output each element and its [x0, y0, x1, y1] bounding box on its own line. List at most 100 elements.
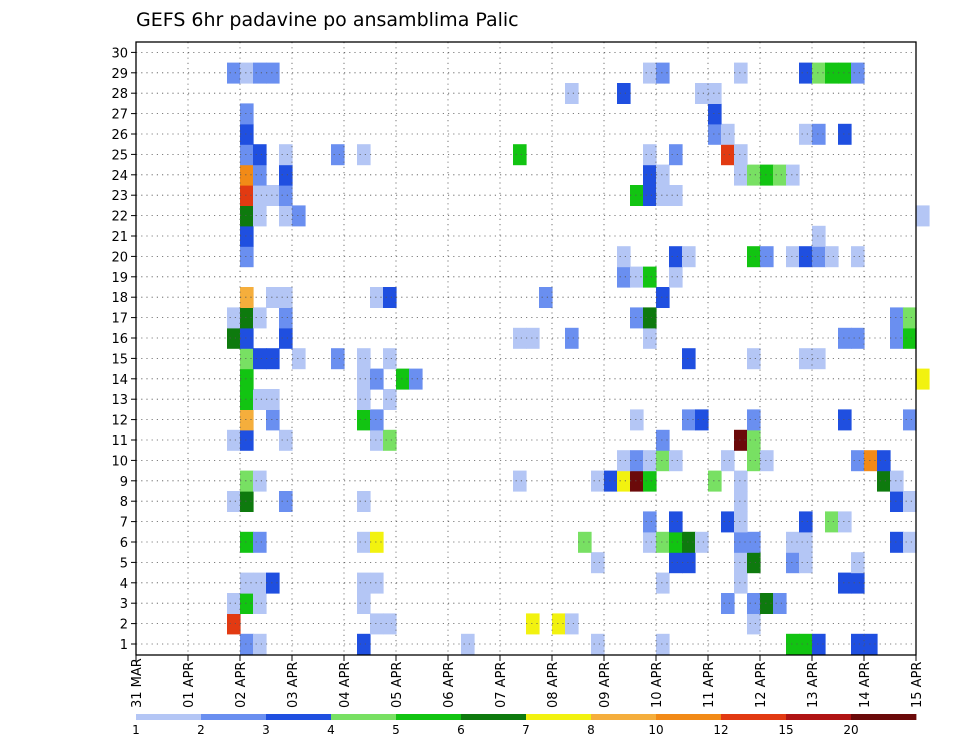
precip-cell: [279, 144, 293, 166]
precip-cell: [669, 144, 683, 166]
legend-swatch: [851, 714, 917, 720]
legend-level-label: 7: [522, 723, 530, 737]
precip-cell: [890, 470, 904, 492]
precip-cell: [669, 552, 683, 574]
x-tick-label: 02 APR: [234, 662, 249, 708]
precip-cell: [227, 429, 241, 451]
y-tick-label: 25: [111, 148, 128, 163]
precip-cell: [513, 327, 527, 349]
y-tick-label: 13: [111, 393, 128, 408]
precip-cell: [695, 409, 709, 431]
precip-cell: [227, 307, 241, 329]
cells-layer: [227, 62, 930, 655]
y-tick-label: 8: [120, 495, 128, 510]
precip-cell: [539, 287, 553, 308]
precip-cell: [734, 62, 748, 84]
precip-cell: [851, 246, 865, 268]
precip-cell: [565, 83, 579, 104]
precip-cell: [669, 266, 683, 288]
precip-cell: [357, 531, 371, 553]
precip-cell: [279, 164, 293, 186]
precip-cell: [890, 491, 904, 512]
precip-cell: [617, 450, 631, 472]
x-tick-label: 10 APR: [650, 662, 665, 708]
precip-cell: [851, 572, 865, 594]
legend-swatch: [526, 714, 592, 720]
precip-cell: [253, 144, 267, 166]
precip-cell: [617, 470, 631, 492]
precip-cell: [825, 511, 839, 533]
precip-cell: [669, 511, 683, 533]
precip-cell: [838, 327, 852, 349]
x-tick-label: 13 APR: [806, 662, 821, 708]
precip-cell: [240, 287, 254, 308]
y-tick-label: 12: [111, 414, 128, 429]
precip-cell: [695, 83, 709, 104]
precip-cell: [331, 348, 345, 370]
legend-level-label: 2: [197, 723, 205, 737]
precip-cell: [591, 633, 605, 655]
precip-cell: [565, 327, 579, 349]
precip-cell: [890, 327, 904, 349]
precip-cell: [240, 389, 254, 410]
precip-cell: [838, 572, 852, 594]
y-tick-label: 1: [120, 638, 128, 653]
x-tick-label: 31 MAR: [130, 658, 145, 708]
precip-cell: [643, 62, 657, 84]
precip-cell: [643, 470, 657, 492]
precip-cell: [591, 552, 605, 574]
precip-cell: [682, 552, 696, 574]
precip-cell: [786, 552, 800, 574]
precip-cell: [838, 123, 852, 145]
y-tick-label: 4: [120, 577, 128, 592]
precip-cell: [617, 266, 631, 288]
precip-cell: [669, 185, 683, 206]
precip-cell: [721, 593, 735, 614]
precip-cell: [903, 327, 917, 349]
x-tick-label: 01 APR: [182, 662, 197, 708]
precip-cell: [552, 613, 566, 635]
precip-cell: [656, 287, 670, 308]
x-tick-label: 06 APR: [442, 662, 457, 708]
precip-cell: [630, 450, 644, 472]
precip-cell: [799, 348, 813, 370]
precip-cell: [799, 531, 813, 553]
y-tick-label: 16: [111, 332, 128, 347]
y-tick-label: 18: [111, 291, 128, 306]
precip-cell: [331, 144, 345, 166]
precip-cell: [617, 83, 631, 104]
precip-cell: [240, 593, 254, 614]
precip-cell: [734, 144, 748, 166]
legend-level-label: 8: [587, 723, 595, 737]
precip-cell: [734, 470, 748, 492]
precip-cell: [357, 593, 371, 614]
precip-cell: [630, 307, 644, 329]
legend-swatch: [721, 714, 787, 720]
precip-cell: [370, 613, 384, 635]
precip-cell: [708, 123, 722, 145]
precip-cell: [786, 164, 800, 186]
precip-cell: [708, 83, 722, 104]
precip-cell: [669, 246, 683, 268]
precip-cell: [227, 491, 241, 512]
precip-cell: [656, 633, 670, 655]
precip-cell: [734, 491, 748, 512]
x-tick-label: 09 APR: [598, 662, 613, 708]
precip-cell: [383, 389, 397, 410]
precip-cell: [643, 266, 657, 288]
precip-cell: [669, 450, 683, 472]
y-tick-label: 9: [120, 475, 128, 490]
precip-cell: [461, 633, 475, 655]
legend-swatch: [591, 714, 657, 720]
precip-cell: [604, 470, 618, 492]
y-tick-label: 15: [111, 352, 128, 367]
legend-level-label: 5: [392, 723, 400, 737]
x-axis: 31 MAR 01 APR 02 APR 03 APR 04 APR 05 APR 06 A…: [130, 655, 925, 708]
precip-cell: [253, 593, 267, 614]
precip-cell: [799, 633, 813, 655]
precip-cell: [734, 511, 748, 533]
precip-cell: [851, 327, 865, 349]
precip-cell: [292, 205, 306, 227]
legend-level-label: 3: [262, 723, 270, 737]
precip-cell: [396, 368, 410, 390]
